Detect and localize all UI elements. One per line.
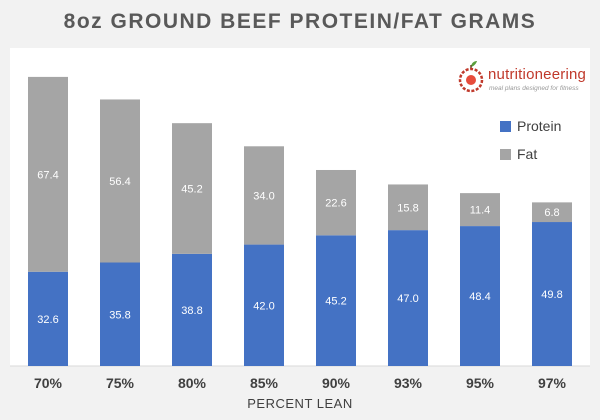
data-label-protein-6: 48.4	[469, 291, 490, 303]
bar-fat-2	[172, 123, 212, 254]
data-label-fat-7: 6.8	[544, 207, 559, 219]
bar-fat-6	[460, 193, 500, 227]
chart-title: 8oz GROUND BEEF PROTEIN/FAT GRAMS	[63, 10, 537, 33]
x-tick-label-1: 75%	[106, 375, 135, 391]
data-label-fat-6: 11.4	[470, 205, 491, 217]
data-label-fat-4: 22.6	[325, 198, 346, 210]
x-tick-label-5: 93%	[394, 375, 423, 391]
x-tick-label-7: 97%	[538, 375, 567, 391]
data-label-protein-2: 38.8	[181, 305, 202, 317]
logo-tagline: meal plans designed for fitness	[489, 85, 579, 92]
data-label-protein-1: 35.8	[109, 309, 130, 321]
bar-protein-2	[172, 253, 212, 366]
bar-protein-4	[316, 235, 356, 366]
data-label-fat-3: 34.0	[253, 190, 274, 202]
bar-protein-3	[244, 244, 284, 366]
legend-label-protein: Protein	[517, 118, 562, 134]
bar-protein-5	[388, 230, 428, 366]
data-label-fat-2: 45.2	[181, 183, 202, 195]
apple-logo-icon	[458, 61, 484, 93]
data-label-fat-1: 56.4	[109, 176, 130, 188]
data-label-protein-3: 42.0	[253, 300, 274, 312]
logo: nutritioneering meal plans designed for …	[456, 58, 588, 100]
legend-swatch-protein	[500, 121, 511, 132]
bar-protein-0	[28, 271, 68, 366]
bar-fat-5	[388, 184, 428, 231]
x-axis-title: PERCENT LEAN	[247, 396, 353, 411]
bar-fat-7	[532, 202, 572, 223]
data-label-protein-7: 49.8	[541, 289, 562, 301]
bar-protein-7	[532, 222, 572, 366]
x-tick-label-6: 95%	[466, 375, 495, 391]
data-label-protein-0: 32.6	[37, 314, 58, 326]
bar-fat-3	[244, 146, 284, 245]
data-label-protein-5: 47.0	[397, 293, 418, 305]
bar-fat-1	[100, 99, 140, 263]
legend-swatch-fat	[500, 149, 511, 160]
bar-protein-1	[100, 262, 140, 366]
x-tick-label-2: 80%	[178, 375, 207, 391]
data-label-protein-4: 45.2	[325, 296, 346, 308]
bar-fat-0	[28, 76, 68, 272]
data-label-fat-5: 15.8	[397, 202, 418, 214]
bar-fat-4	[316, 169, 356, 236]
legend-label-fat: Fat	[517, 146, 538, 162]
x-tick-label-0: 70%	[34, 375, 63, 391]
logo-name: nutritioneering	[488, 66, 587, 83]
bar-protein-6	[460, 226, 500, 366]
x-tick-label-3: 85%	[250, 375, 279, 391]
data-label-fat-0: 67.4	[37, 169, 58, 181]
x-tick-label-4: 90%	[322, 375, 351, 391]
